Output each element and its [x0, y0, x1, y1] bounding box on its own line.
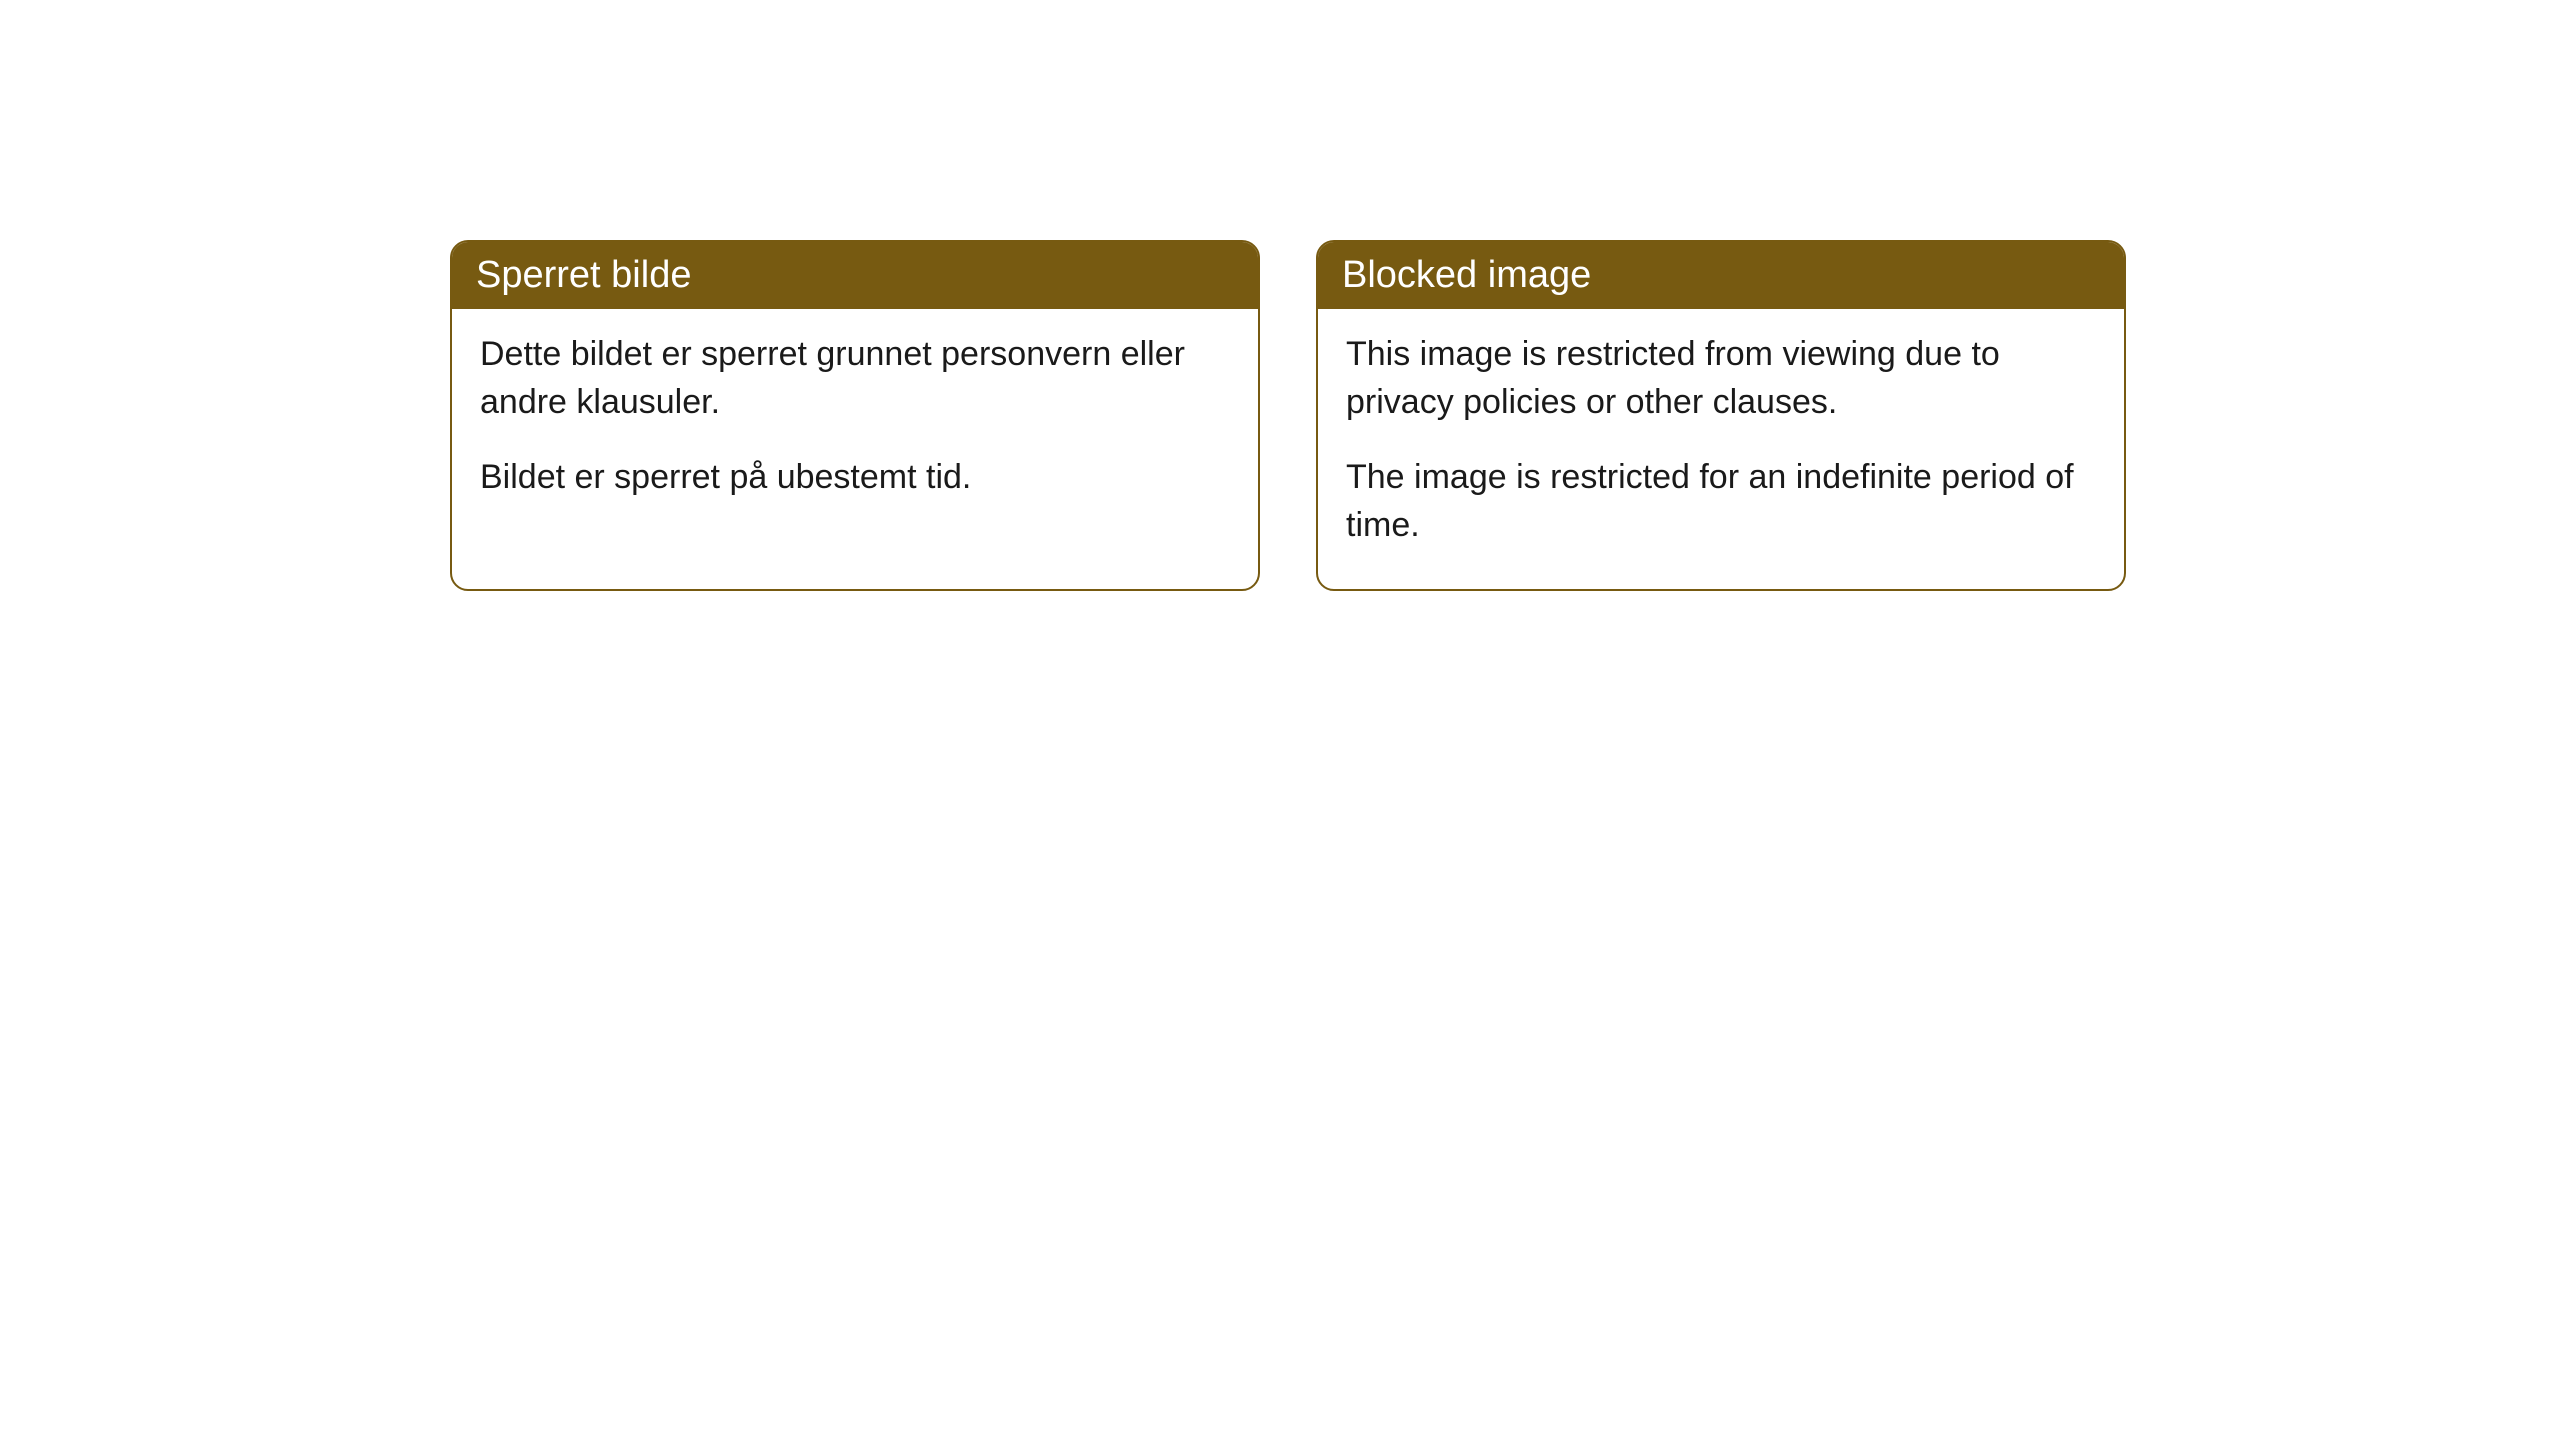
card-paragraph: Bildet er sperret på ubestemt tid. — [480, 454, 1230, 502]
card-header-english: Blocked image — [1318, 242, 2124, 309]
card-title: Blocked image — [1342, 254, 1591, 296]
card-paragraph: The image is restricted for an indefinit… — [1346, 454, 2096, 549]
card-paragraph: This image is restricted from viewing du… — [1346, 331, 2096, 426]
card-title: Sperret bilde — [476, 254, 691, 296]
card-body-norwegian: Dette bildet er sperret grunnet personve… — [452, 309, 1258, 542]
card-body-english: This image is restricted from viewing du… — [1318, 309, 2124, 589]
blocked-image-card-norwegian: Sperret bilde Dette bildet er sperret gr… — [450, 240, 1260, 591]
card-paragraph: Dette bildet er sperret grunnet personve… — [480, 331, 1230, 426]
card-header-norwegian: Sperret bilde — [452, 242, 1258, 309]
blocked-image-card-english: Blocked image This image is restricted f… — [1316, 240, 2126, 591]
notice-container: Sperret bilde Dette bildet er sperret gr… — [0, 0, 2560, 591]
